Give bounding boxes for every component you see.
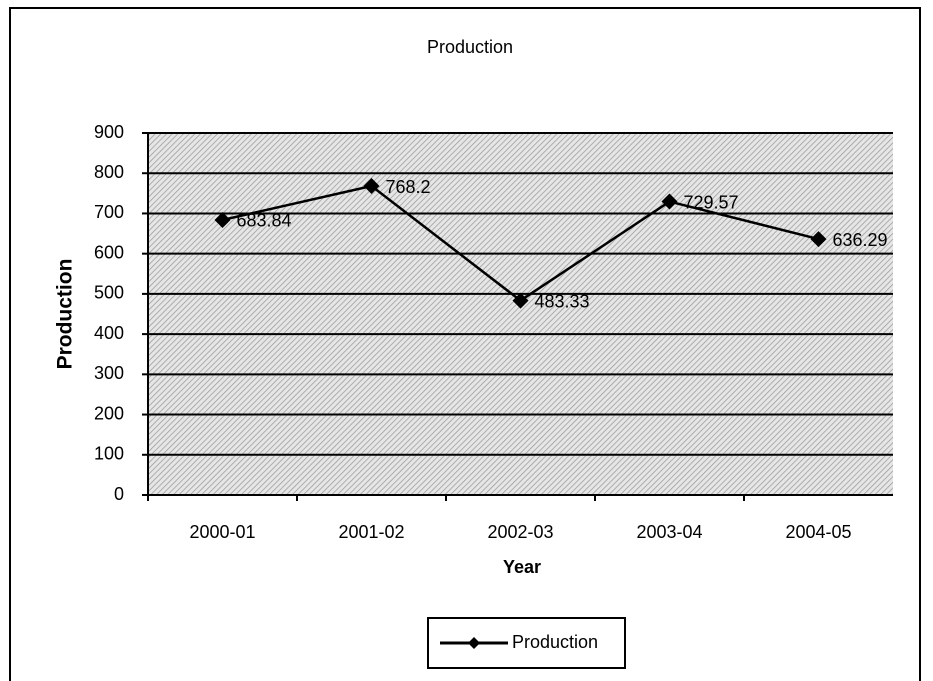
x-axis-label: Year (503, 557, 541, 577)
y-tick-label: 100 (94, 444, 124, 464)
y-tick-label: 500 (94, 283, 124, 303)
x-tick-label: 2002-03 (487, 522, 553, 542)
data-label: 483.33 (535, 291, 590, 311)
y-tick-label: 600 (94, 242, 124, 262)
marker (661, 193, 678, 210)
marker (214, 211, 231, 228)
legend-label: Production (512, 632, 598, 652)
y-tick-label: 200 (94, 403, 124, 423)
y-tick-label: 300 (94, 363, 124, 383)
data-label: 636.29 (833, 230, 888, 250)
x-tick-label: 2004-05 (785, 522, 851, 542)
x-tick-label: 2001-02 (338, 522, 404, 542)
data-label: 683.84 (237, 211, 292, 231)
y-axis-label: Production (54, 259, 77, 370)
plot-area (148, 133, 893, 495)
chart-title: Production (427, 37, 513, 57)
marker (363, 178, 380, 195)
y-tick-label: 900 (94, 122, 124, 142)
y-tick-label: 0 (114, 484, 124, 504)
y-tick-label: 400 (94, 323, 124, 343)
marker (512, 292, 529, 309)
y-tick-label: 800 (94, 162, 124, 182)
data-label: 729.57 (684, 192, 739, 212)
legend-marker (468, 637, 480, 649)
x-tick-label: 2000-01 (189, 522, 255, 542)
marker (810, 231, 827, 248)
x-tick-label: 2003-04 (636, 522, 702, 542)
data-label: 768.2 (386, 177, 431, 197)
y-tick-label: 700 (94, 202, 124, 222)
